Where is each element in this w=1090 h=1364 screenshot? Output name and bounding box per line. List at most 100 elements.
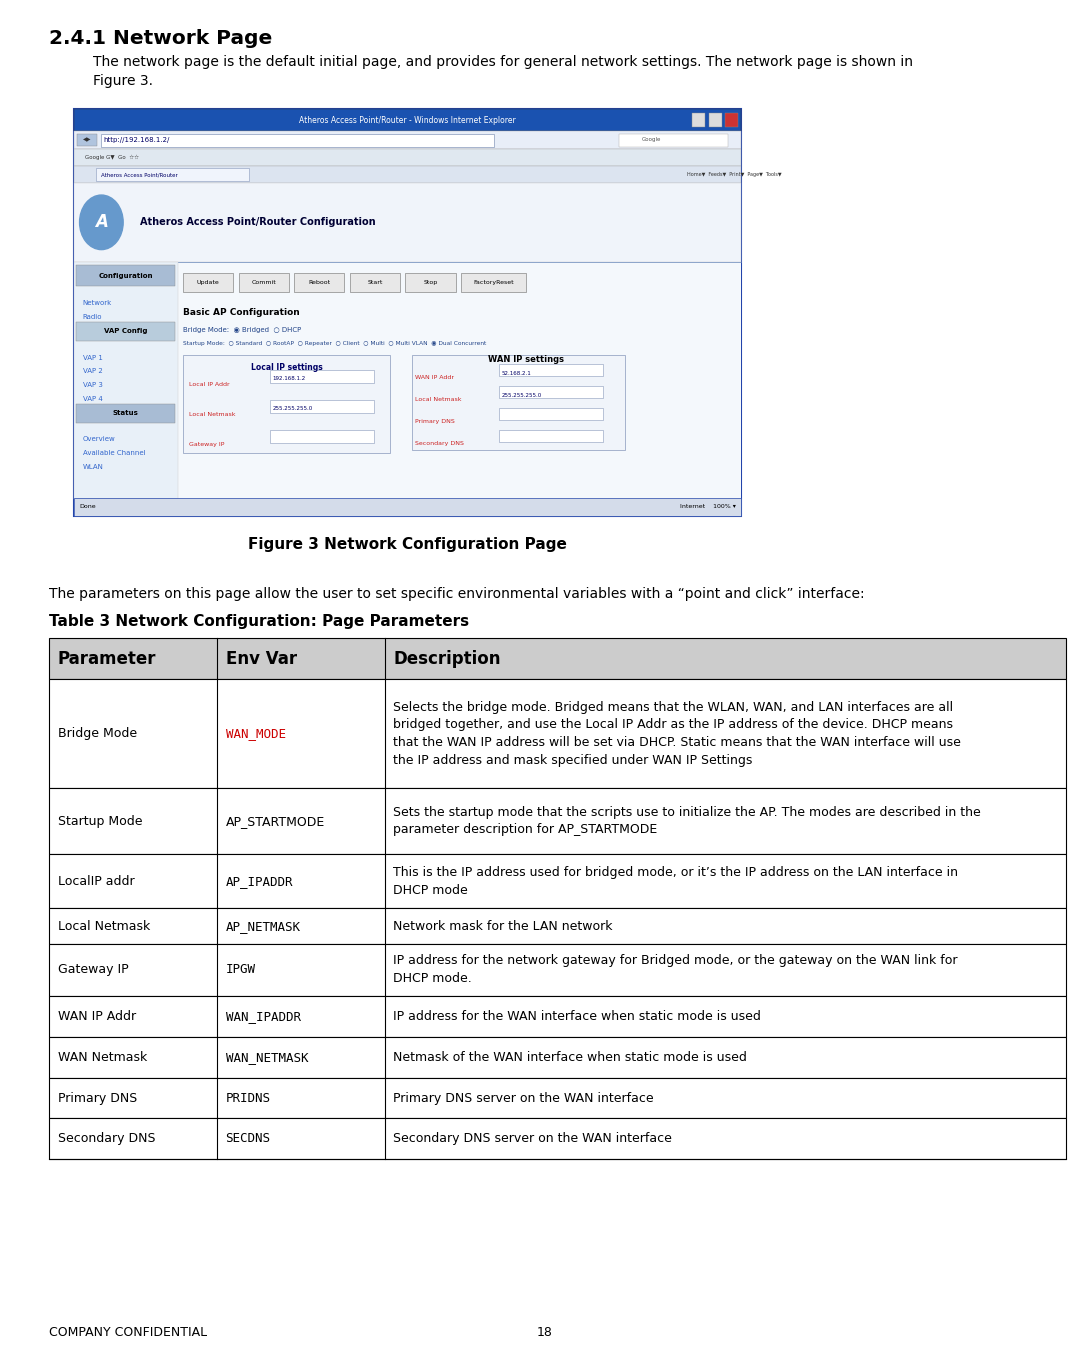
Bar [294,273,344,292]
Bar [49,788,1066,854]
Text: Bridge Mode: Bridge Mode [58,727,137,741]
Bar [183,273,233,292]
Bar [499,408,603,420]
Text: Secondary DNS: Secondary DNS [415,441,464,446]
Bar [101,134,494,147]
Text: Google G▼  Go  ☆☆: Google G▼ Go ☆☆ [85,154,140,161]
Text: FactoryReset: FactoryReset [473,280,514,285]
Text: Selects the bridge mode. Bridged means that the WLAN, WAN, and LAN interfaces ar: Selects the bridge mode. Bridged means t… [393,701,954,713]
Bar [76,265,175,286]
Text: A: A [95,213,108,232]
Text: VAP 3: VAP 3 [83,382,102,387]
Bar [76,404,175,423]
Text: IP address for the WAN interface when static mode is used: IP address for the WAN interface when st… [393,1009,761,1023]
Text: AP_IPADDR: AP_IPADDR [226,874,293,888]
Text: Status: Status [113,411,138,416]
Text: This is the IP address used for bridged mode, or it’s the IP address on the LAN : This is the IP address used for bridged … [393,866,958,878]
Text: Netmask of the WAN interface when static mode is used: Netmask of the WAN interface when static… [393,1050,748,1064]
Text: VAP 4: VAP 4 [83,396,102,401]
Text: SECDNS: SECDNS [226,1132,270,1146]
Bar [270,400,374,413]
Text: that the WAN IP address will be set via DHCP. Static means that the WAN interfac: that the WAN IP address will be set via … [393,737,961,749]
Bar [49,1118,1066,1159]
Bar [499,430,603,442]
Text: Configuration: Configuration [99,273,153,278]
Text: COMPANY CONFIDENTIAL: COMPANY CONFIDENTIAL [49,1326,207,1339]
Text: VAP 1: VAP 1 [83,355,102,360]
Bar [270,370,374,383]
Text: Env Var: Env Var [226,649,296,668]
Bar [725,113,738,127]
Bar [239,273,289,292]
Text: WAN IP Addr: WAN IP Addr [415,375,455,381]
Bar [77,134,97,146]
Text: LocalIP addr: LocalIP addr [58,874,134,888]
Bar [74,109,741,516]
Text: VAP Config: VAP Config [105,329,147,334]
Text: Network mask for the LAN network: Network mask for the LAN network [393,919,613,933]
Text: WAN_MODE: WAN_MODE [226,727,286,741]
Text: Gateway IP: Gateway IP [189,442,223,447]
Bar [49,908,1066,944]
Text: VAP 2: VAP 2 [83,368,102,374]
Text: 52.168.2.1: 52.168.2.1 [501,371,531,376]
Text: IP address for the network gateway for Bridged mode, or the gateway on the WAN l: IP address for the network gateway for B… [393,955,958,967]
Bar [405,273,456,292]
Bar [74,109,741,131]
Bar [692,113,705,127]
Text: Local Netmask: Local Netmask [58,919,150,933]
Text: bridged together, and use the Local IP Addr as the IP address of the device. DHC: bridged together, and use the Local IP A… [393,719,954,731]
Bar [74,131,741,149]
Bar [96,168,249,181]
Bar [183,355,390,453]
Text: ◀▶: ◀▶ [83,138,92,142]
Text: parameter description for AP_STARTMODE: parameter description for AP_STARTMODE [393,824,657,836]
Bar [350,273,400,292]
Text: 2.4.1 Network Page: 2.4.1 Network Page [49,29,272,48]
Text: WAN_IPADDR: WAN_IPADDR [226,1009,301,1023]
Text: Figure 3 Network Configuration Page: Figure 3 Network Configuration Page [249,537,567,552]
Text: Primary DNS: Primary DNS [415,419,455,424]
Text: Bridge Mode:  ◉ Bridged  ○ DHCP: Bridge Mode: ◉ Bridged ○ DHCP [183,327,301,333]
Text: The parameters on this page allow the user to set specific environmental variabl: The parameters on this page allow the us… [49,587,864,600]
Bar [74,498,741,516]
Text: Local Netmask: Local Netmask [189,412,235,417]
Text: AP_NETMASK: AP_NETMASK [226,919,301,933]
Text: Gateway IP: Gateway IP [58,963,129,977]
Text: Secondary DNS: Secondary DNS [58,1132,155,1146]
Text: Startup Mode:  ○ Standard  ○ RootAP  ○ Repeater  ○ Client  ○ Multi  ○ Multi VLAN: Startup Mode: ○ Standard ○ RootAP ○ Repe… [183,341,486,346]
Text: http://192.168.1.2/: http://192.168.1.2/ [104,136,170,143]
Text: Sets the startup mode that the scripts use to initialize the AP. The modes are d: Sets the startup mode that the scripts u… [393,806,981,818]
Text: Table 3 Network Configuration: Page Parameters: Table 3 Network Configuration: Page Para… [49,614,469,629]
Text: WAN Netmask: WAN Netmask [58,1050,147,1064]
Circle shape [80,195,123,250]
Text: Atheros Access Point/Router Configuration: Atheros Access Point/Router Configuratio… [140,217,375,228]
Text: Google: Google [642,138,662,142]
Text: WLAN: WLAN [83,464,104,469]
Bar [49,638,1066,679]
Bar [461,273,526,292]
Bar [49,1037,1066,1078]
Bar [49,854,1066,908]
Text: DHCP mode.: DHCP mode. [393,973,472,985]
Text: Secondary DNS server on the WAN interface: Secondary DNS server on the WAN interfac… [393,1132,673,1146]
Bar [49,1078,1066,1118]
Text: Internet    100% ▾: Internet 100% ▾ [680,505,736,509]
Text: WAN IP settings: WAN IP settings [488,355,565,364]
Bar [270,430,374,443]
Bar [74,166,741,183]
Text: Figure 3.: Figure 3. [93,74,153,87]
Text: Home▼  Feeds▼  Print▼  Page▼  Tools▼: Home▼ Feeds▼ Print▼ Page▼ Tools▼ [687,172,782,177]
Text: Startup Mode: Startup Mode [58,814,143,828]
Bar [76,322,175,341]
Bar [619,134,728,147]
Bar [74,262,178,499]
Text: The network page is the default initial page, and provides for general network s: The network page is the default initial … [93,55,912,68]
Bar [49,679,1066,788]
Text: DHCP mode: DHCP mode [393,884,468,896]
Bar [49,996,1066,1037]
Text: 255.255.255.0: 255.255.255.0 [501,393,542,398]
Text: Atheros Access Point/Router: Atheros Access Point/Router [101,172,178,177]
Text: Commit: Commit [252,280,276,285]
Text: Atheros Access Point/Router - Windows Internet Explorer: Atheros Access Point/Router - Windows In… [300,116,516,124]
